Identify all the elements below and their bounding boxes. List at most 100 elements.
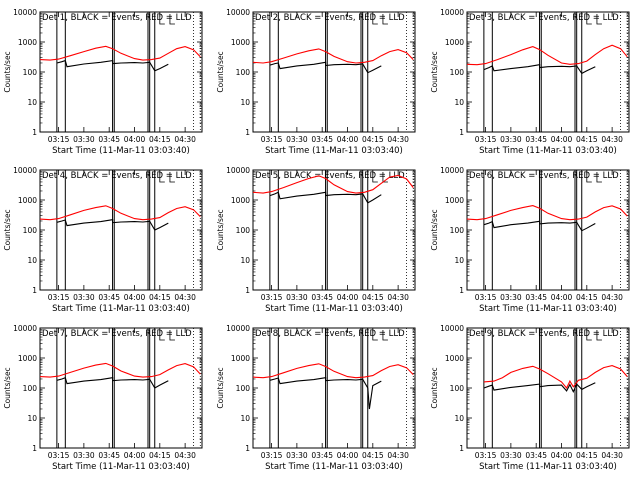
y-tick-label: 1: [459, 444, 464, 453]
y-axis-label: Counts/sec: [3, 209, 12, 250]
x-tick-label: 03:45: [311, 451, 333, 460]
bracket-marker: [596, 330, 602, 341]
x-axis-label: Start Time (11-Mar-11 03:03:40): [265, 462, 403, 472]
y-tick-label: 10000: [226, 166, 250, 175]
x-axis-label: Start Time (11-Mar-11 03:03:40): [479, 146, 617, 156]
x-tick-label: 03:30: [73, 293, 95, 302]
y-tick-label: 10000: [226, 8, 250, 17]
series-lld-line: [252, 363, 414, 379]
series-lld-line: [483, 365, 628, 390]
y-tick-label: 100: [236, 384, 251, 393]
bracket-marker: [596, 172, 602, 183]
x-tick-label: 04:30: [387, 451, 409, 460]
panel-title: Det 9, BLACK = Events, RED = LLD: [469, 329, 619, 339]
x-tick-label: 03:45: [311, 293, 333, 302]
x-tick-label: 03:45: [311, 135, 333, 144]
x-tick-label: 04:15: [149, 293, 171, 302]
y-tick-label: 1: [32, 128, 37, 137]
x-tick-label: 03:30: [500, 135, 522, 144]
series-events-line: [483, 220, 596, 232]
x-tick-label: 04:00: [124, 135, 146, 144]
plot-frame: [252, 169, 416, 291]
series-lld-line: [252, 48, 414, 64]
plot-frame: [252, 327, 416, 449]
series-events-line: [56, 376, 169, 389]
x-axis-label: Start Time (11-Mar-11 03:03:40): [265, 146, 403, 156]
y-tick-label: 1000: [445, 354, 464, 363]
series-lld-line: [466, 205, 628, 221]
x-tick-label: 04:00: [551, 451, 573, 460]
y-tick-label: 1000: [18, 196, 37, 205]
y-tick-label: 10000: [13, 166, 37, 175]
y-tick-label: 1000: [18, 354, 37, 363]
y-tick-label: 10: [454, 98, 464, 107]
bracket-marker: [372, 330, 378, 341]
x-tick-label: 04:15: [149, 451, 171, 460]
x-tick-label: 03:30: [286, 451, 308, 460]
bracket-marker: [382, 330, 388, 341]
y-tick-label: 10: [27, 414, 37, 423]
x-axis-label: Start Time (11-Mar-11 03:03:40): [265, 304, 403, 314]
x-tick-label: 04:15: [362, 293, 384, 302]
plot-frame: [39, 169, 203, 291]
x-tick-label: 03:30: [286, 135, 308, 144]
x-tick-label: 04:00: [551, 135, 573, 144]
x-tick-label: 04:00: [337, 451, 359, 460]
x-tick-label: 04:30: [174, 293, 196, 302]
panel-title: Det 1, BLACK = Events, RED = LLD: [42, 13, 192, 23]
y-tick-label: 1: [245, 128, 250, 137]
bracket-marker: [372, 14, 378, 25]
y-axis-label: Counts/sec: [216, 209, 225, 250]
series-events-line: [269, 61, 382, 74]
x-tick-label: 03:15: [475, 451, 497, 460]
x-tick-label: 03:45: [525, 451, 547, 460]
y-tick-label: 100: [236, 68, 251, 77]
x-tick-label: 03:15: [261, 293, 283, 302]
bracket-marker: [596, 14, 602, 25]
y-tick-label: 10000: [440, 8, 464, 17]
series-events-line: [483, 64, 596, 75]
x-tick-label: 03:45: [525, 135, 547, 144]
series-lld-line: [252, 174, 414, 194]
y-tick-label: 100: [236, 226, 251, 235]
x-tick-label: 04:30: [387, 135, 409, 144]
bracket-marker: [169, 172, 175, 183]
x-tick-label: 03:45: [98, 293, 120, 302]
bracket-marker: [586, 172, 592, 183]
y-tick-label: 10: [454, 256, 464, 265]
y-tick-label: 1000: [445, 38, 464, 47]
x-tick-label: 04:00: [124, 451, 146, 460]
x-tick-label: 04:30: [601, 135, 623, 144]
bracket-marker: [159, 172, 165, 183]
series-lld-line: [39, 45, 201, 61]
x-tick-label: 04:15: [576, 293, 598, 302]
panel-9: Det 9, BLACK = Events, RED = LLD 1 10 100 10…: [430, 324, 630, 472]
y-tick-label: 10: [240, 256, 250, 265]
series-lld-line: [39, 362, 201, 378]
bracket-marker: [169, 330, 175, 341]
x-tick-label: 03:45: [98, 135, 120, 144]
x-axis-label: Start Time (11-Mar-11 03:03:40): [52, 146, 190, 156]
y-tick-label: 10000: [13, 324, 37, 333]
y-axis-label: Counts/sec: [3, 367, 12, 408]
y-tick-label: 1: [459, 128, 464, 137]
series-events-line: [269, 377, 382, 410]
x-tick-label: 04:00: [337, 135, 359, 144]
x-axis-label: Start Time (11-Mar-11 03:03:40): [479, 462, 617, 472]
plot-frame: [39, 327, 203, 449]
x-tick-label: 04:00: [337, 293, 359, 302]
plot-frame: [39, 11, 203, 133]
y-tick-label: 100: [450, 68, 465, 77]
x-tick-label: 04:30: [174, 451, 196, 460]
y-axis-label: Counts/sec: [430, 367, 439, 408]
x-tick-label: 04:15: [362, 451, 384, 460]
y-tick-label: 1000: [445, 196, 464, 205]
x-tick-label: 04:15: [362, 135, 384, 144]
y-tick-label: 1: [32, 286, 37, 295]
bracket-marker: [372, 172, 378, 183]
x-tick-label: 04:15: [576, 451, 598, 460]
x-tick-label: 03:30: [500, 451, 522, 460]
y-tick-label: 1000: [231, 196, 250, 205]
series-lld-line: [466, 44, 628, 66]
